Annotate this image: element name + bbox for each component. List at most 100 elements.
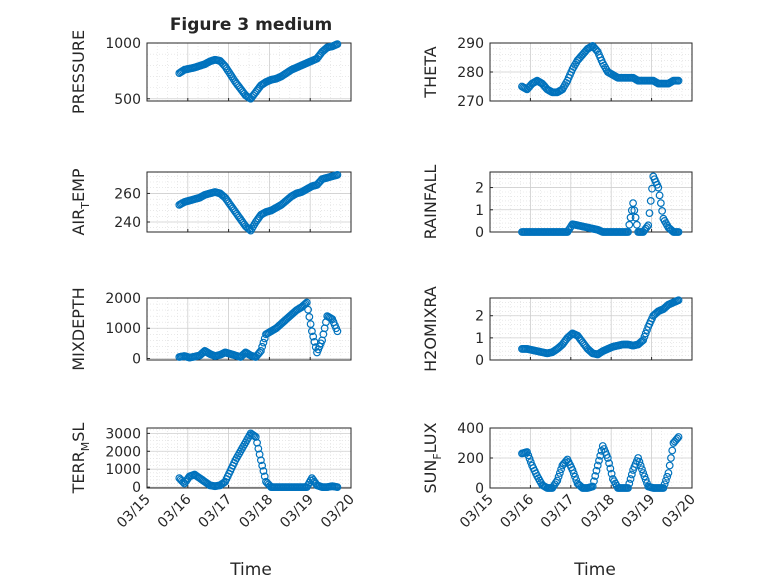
axes-box	[489, 297, 693, 361]
y-axis-label: MIXDEPTH	[69, 287, 88, 370]
data-point	[257, 456, 265, 465]
data-point-interp	[592, 466, 601, 475]
y-axis-label: THETA	[421, 46, 440, 98]
y-tick-label: 1000	[105, 321, 141, 337]
data-point	[659, 484, 668, 492]
data-point	[226, 70, 235, 79]
data-point-interp	[626, 475, 635, 483]
y-tick-label: 0	[475, 225, 484, 241]
data-point-interp	[555, 469, 564, 477]
data-point	[674, 433, 683, 441]
x-axis-label-right: Time	[573, 560, 616, 580]
subplot-h2omixra: 0 1 2 H2OMIXRA	[421, 286, 693, 372]
data-point-interp	[638, 337, 646, 346]
x-tick-label: 03/18	[578, 492, 618, 532]
data-point-interp	[259, 338, 268, 347]
data-point-interp	[222, 64, 231, 73]
data-point-interp	[305, 313, 314, 321]
data-point-interp	[646, 196, 655, 205]
data-point-interp	[625, 479, 634, 488]
subplot-rainfall: 0 1 2 RAINFALL	[421, 165, 693, 241]
data-point-interp	[655, 191, 664, 200]
data-point-interp	[627, 206, 636, 215]
x-tick-label: 03/15	[457, 492, 497, 532]
data-point-interp	[627, 470, 636, 479]
data-point	[553, 476, 562, 485]
data-point	[629, 199, 637, 208]
data-point	[634, 454, 643, 462]
y-tick-label: 1000	[105, 462, 141, 478]
data-point-interp	[636, 461, 645, 470]
data-point-interp	[564, 226, 573, 234]
x-tick-label: 03/19	[277, 492, 317, 532]
data-point-interp	[660, 480, 669, 489]
data-point-interp	[306, 320, 315, 328]
axes-box	[146, 427, 352, 489]
data-point-interp	[658, 206, 667, 215]
data-point-interp	[643, 223, 651, 231]
x-tick-label: 03/17	[538, 492, 578, 532]
subplot-air-temp: 240 260 AIRTEMP	[69, 168, 352, 236]
x-tick-label: 03/17	[196, 492, 236, 532]
data-point-interp	[631, 213, 640, 222]
data-point-interp	[607, 469, 616, 478]
data-point	[674, 76, 683, 85]
data-point	[603, 454, 612, 462]
subplot-terr-msl: 0 1000 2000 3000 03/15 03/16 03/17 03/18 03/19 03…	[69, 423, 358, 532]
data-point-interp	[667, 454, 675, 462]
data-point-interp	[571, 472, 579, 481]
data-point	[563, 228, 572, 236]
y-tick-label: 0	[132, 351, 141, 367]
data-point-interp	[259, 467, 268, 475]
data-point-interp	[668, 446, 677, 455]
data-point-interp	[635, 457, 644, 466]
x-axis-label-left: Time	[229, 560, 272, 580]
data-point	[654, 183, 663, 192]
data-point	[333, 327, 342, 336]
data-point-interp	[592, 46, 601, 55]
data-point	[664, 469, 673, 477]
data-point-interp	[300, 300, 309, 309]
data-point-interp	[605, 459, 613, 468]
data-point	[588, 482, 597, 491]
data-point-interp	[304, 305, 312, 314]
data-point-interp	[258, 342, 267, 351]
data-point-interp	[554, 472, 563, 481]
data-point-interp	[525, 454, 534, 463]
data-point-interp	[641, 475, 650, 484]
data-point-interp	[640, 472, 649, 481]
y-tick-label: 0	[475, 481, 484, 497]
x-tick-label: 03/20	[659, 492, 699, 532]
data-point-interp	[524, 451, 533, 460]
data-point	[624, 484, 632, 492]
y-tick-label: 400	[457, 421, 484, 437]
data-point	[568, 466, 577, 474]
data-point-interp	[626, 213, 635, 222]
x-tick-label: 03/16	[497, 491, 537, 531]
y-tick-label: 280	[457, 65, 484, 81]
data-point-interp	[311, 343, 320, 352]
y-tick-label: 260	[114, 186, 141, 202]
data-point-interp	[636, 338, 645, 347]
x-tick-label: 03/19	[619, 492, 659, 532]
data-point	[333, 170, 342, 179]
y-tick-label: 200	[457, 451, 484, 467]
data-point-interp	[309, 332, 318, 341]
data-point-interp	[228, 74, 237, 83]
data-point	[333, 483, 342, 492]
data-point	[624, 228, 632, 236]
x-tick-label: 03/16	[155, 491, 195, 531]
data-point-interp	[606, 464, 615, 473]
data-point-interp	[625, 220, 634, 229]
data-point	[674, 228, 683, 236]
y-tick-label: 0	[475, 353, 484, 369]
data-point	[523, 448, 531, 456]
data-point-interp	[630, 206, 639, 215]
data-point-interp	[227, 72, 236, 81]
data-point	[644, 221, 653, 230]
data-point-interp	[258, 461, 267, 470]
y-tick-label: 2000	[105, 444, 141, 460]
x-tick-label: 03/20	[318, 492, 358, 532]
